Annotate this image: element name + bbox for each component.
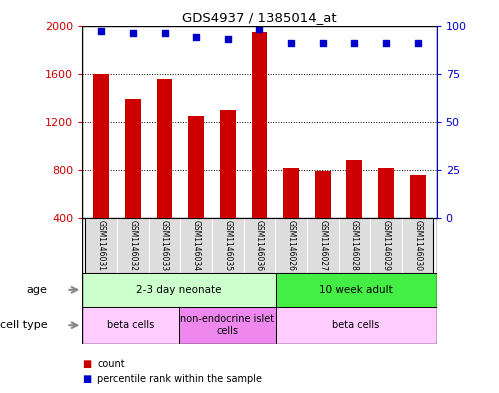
Bar	[275, 218, 307, 273]
Bar	[315, 171, 331, 218]
Point	[382, 40, 390, 46]
Bar	[82, 307, 179, 344]
Text: cell type: cell type	[0, 320, 47, 330]
Bar	[181, 218, 212, 273]
Text: age: age	[26, 285, 47, 295]
Text: beta cells: beta cells	[332, 320, 380, 330]
Bar	[212, 218, 244, 273]
Text: GSM1146032: GSM1146032	[128, 220, 137, 271]
Text: GSM1146030: GSM1146030	[413, 220, 422, 271]
Text: count: count	[97, 358, 125, 369]
Point	[414, 40, 422, 46]
Bar	[117, 218, 149, 273]
Bar	[275, 307, 437, 344]
Bar	[378, 167, 394, 218]
Text: GSM1146035: GSM1146035	[224, 220, 233, 271]
Bar	[338, 218, 370, 273]
Text: ■: ■	[82, 374, 92, 384]
Point	[287, 40, 295, 46]
Text: GSM1146026: GSM1146026	[286, 220, 295, 271]
Text: GSM1146031: GSM1146031	[97, 220, 106, 271]
Point	[224, 36, 232, 42]
Bar	[275, 273, 437, 307]
Text: 2-3 day neonate: 2-3 day neonate	[136, 285, 222, 295]
Text: GSM1146028: GSM1146028	[350, 220, 359, 271]
Bar	[85, 218, 117, 273]
Bar	[179, 307, 275, 344]
Bar	[220, 110, 236, 218]
Bar	[93, 73, 109, 218]
Bar	[188, 116, 204, 218]
Point	[161, 30, 169, 37]
Title: GDS4937 / 1385014_at: GDS4937 / 1385014_at	[182, 11, 337, 24]
Text: percentile rank within the sample: percentile rank within the sample	[97, 374, 262, 384]
Point	[97, 28, 105, 35]
Text: GSM1146033: GSM1146033	[160, 220, 169, 271]
Text: GSM1146027: GSM1146027	[318, 220, 327, 271]
Bar	[346, 160, 362, 218]
Bar	[82, 273, 275, 307]
Text: ■: ■	[82, 358, 92, 369]
Bar	[244, 218, 275, 273]
Bar	[149, 218, 181, 273]
Point	[192, 34, 200, 40]
Bar	[125, 99, 141, 218]
Bar	[251, 31, 267, 218]
Bar	[402, 218, 434, 273]
Text: GSM1146034: GSM1146034	[192, 220, 201, 271]
Text: GSM1146036: GSM1146036	[255, 220, 264, 271]
Text: non-endocrine islet
cells: non-endocrine islet cells	[180, 314, 274, 336]
Point	[129, 30, 137, 37]
Bar	[370, 218, 402, 273]
Point	[319, 40, 327, 46]
Text: 10 week adult: 10 week adult	[319, 285, 393, 295]
Point	[350, 40, 358, 46]
Bar	[410, 175, 426, 218]
Bar	[157, 79, 173, 218]
Bar	[307, 218, 338, 273]
Text: beta cells: beta cells	[107, 320, 154, 330]
Point	[255, 26, 263, 33]
Bar	[283, 167, 299, 218]
Text: GSM1146029: GSM1146029	[382, 220, 391, 271]
